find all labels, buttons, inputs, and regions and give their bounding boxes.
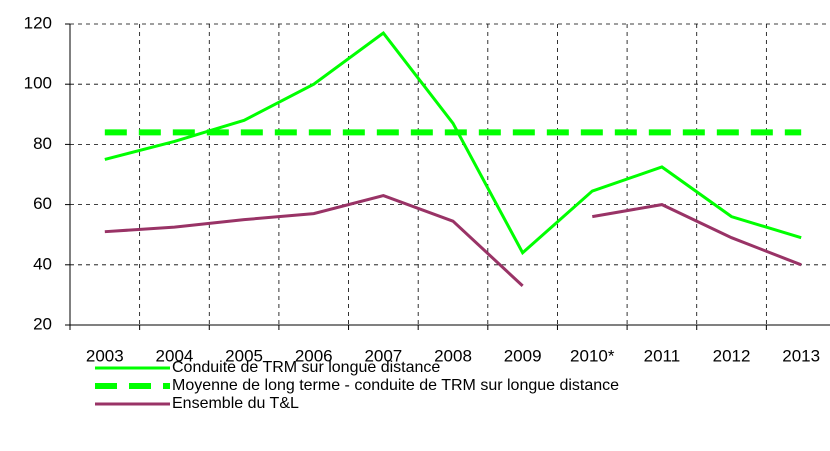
legend-label: Moyenne de long terme - conduite de TRM … bbox=[172, 377, 619, 394]
y-tick-label: 40 bbox=[33, 254, 52, 273]
legend-label: Ensemble du T&L bbox=[172, 395, 299, 412]
x-tick-label: 2005 bbox=[225, 346, 263, 365]
x-tick-label: 2007 bbox=[364, 346, 402, 365]
x-tick-label: 2004 bbox=[156, 346, 194, 365]
x-tick-label: 2013 bbox=[782, 346, 820, 365]
x-tick-label: 2011 bbox=[644, 346, 681, 365]
series-line bbox=[104, 194, 524, 287]
x-tick-label: 2008 bbox=[434, 346, 472, 365]
legend-label: Conduite de TRM sur longue distance bbox=[172, 359, 440, 376]
x-tick-label: 2003 bbox=[86, 346, 124, 365]
series-line bbox=[104, 30, 802, 256]
x-tick-label: 2012 bbox=[713, 346, 751, 365]
y-tick-label: 60 bbox=[33, 194, 52, 213]
y-tick-label: 100 bbox=[24, 74, 52, 93]
series-line bbox=[592, 203, 802, 267]
x-tick-label: 2009 bbox=[504, 346, 542, 365]
x-tick-label: 2010* bbox=[570, 346, 615, 365]
y-tick-label: 120 bbox=[24, 13, 52, 32]
y-tick-label: 20 bbox=[33, 314, 52, 333]
y-tick-label: 80 bbox=[33, 134, 52, 153]
x-tick-label: 2006 bbox=[295, 346, 333, 365]
